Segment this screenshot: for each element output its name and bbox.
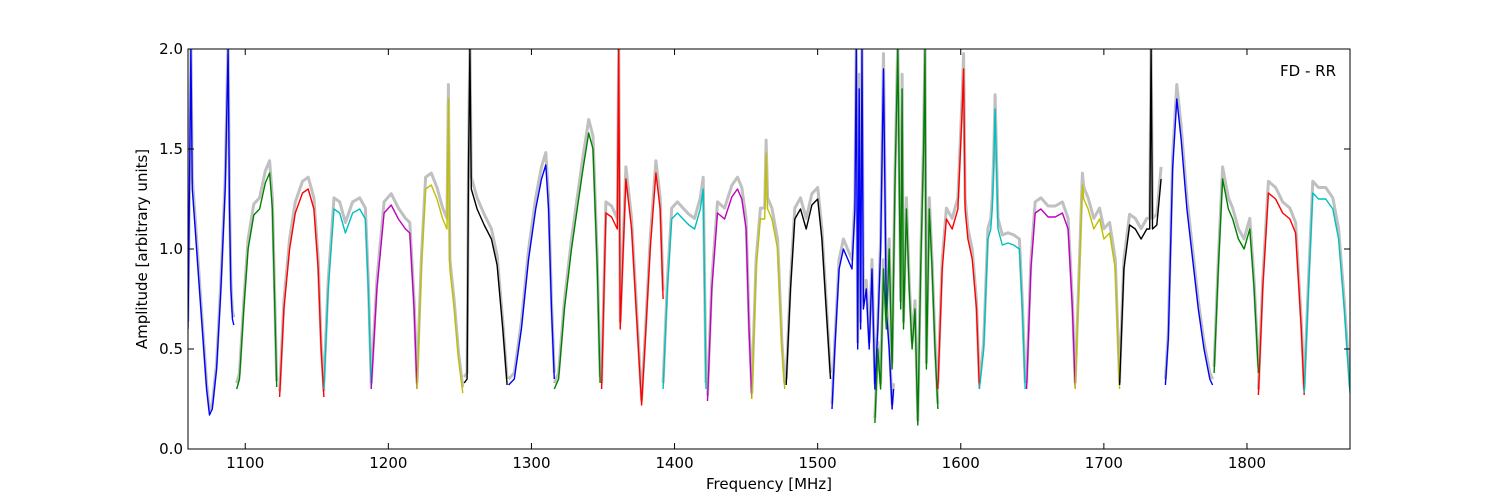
- band-trace-16: [874, 49, 939, 426]
- x-axis-label: Frequency [MHz]: [706, 475, 832, 493]
- y-tick-label: 0.0: [159, 440, 183, 458]
- band-trace-20: [1074, 184, 1121, 390]
- x-tick-label: 1200: [369, 454, 407, 472]
- band-trace-2: [236, 172, 278, 390]
- band-trace-22: [1164, 98, 1214, 386]
- plot-area: [188, 49, 1350, 449]
- y-tick-label: 1.5: [159, 140, 183, 158]
- y-tick-label: 1.0: [159, 240, 183, 258]
- x-tick-label: 1400: [655, 454, 693, 472]
- band-trace-6: [416, 98, 464, 394]
- x-tick-label: 1600: [942, 454, 980, 472]
- band-trace-15: [831, 49, 895, 410]
- band-trace-5: [370, 204, 418, 390]
- band-trace-13: [751, 152, 786, 400]
- raw-trace-21: [1118, 49, 1163, 380]
- band-trace-7: [463, 49, 508, 386]
- y-tick-label: 0.5: [159, 340, 183, 358]
- x-tick-label: 1800: [1228, 454, 1266, 472]
- series-layer: [188, 49, 1350, 426]
- band-trace-14: [785, 198, 832, 386]
- plot-background: [188, 49, 1350, 449]
- band-trace-8: [508, 164, 555, 386]
- x-tick-label: 1300: [512, 454, 550, 472]
- band-trace-23: [1213, 178, 1260, 374]
- tick-layer: 1100 1200 1300 1400 1500 1600 1700 1800 0.0 0.5 1.…: [159, 40, 1350, 472]
- y-tick-label: 2.0: [159, 40, 183, 58]
- band-trace-24: [1257, 192, 1305, 396]
- band-trace-11: [662, 188, 707, 390]
- band-trace-19: [1025, 208, 1076, 390]
- x-tick-label: 1100: [226, 454, 264, 472]
- x-tick-label: 1500: [799, 454, 837, 472]
- band-trace-12: [706, 188, 753, 402]
- y-axis-label: Amplitude [arbitrary units]: [133, 149, 151, 349]
- band-trace-1: [188, 49, 235, 416]
- band-trace-25: [1303, 192, 1350, 394]
- band-trace-9: [553, 132, 601, 390]
- chart-annotation: FD - RR: [1280, 62, 1336, 80]
- band-trace-18: [978, 108, 1026, 390]
- band-trace-21: [1118, 49, 1162, 386]
- band-trace-4: [323, 208, 372, 390]
- band-trace-17: [937, 68, 981, 390]
- band-trace-10: [600, 49, 664, 406]
- raw-trace-10: [600, 49, 665, 402]
- x-tick-label: 1700: [1085, 454, 1123, 472]
- band-trace-3: [278, 188, 325, 398]
